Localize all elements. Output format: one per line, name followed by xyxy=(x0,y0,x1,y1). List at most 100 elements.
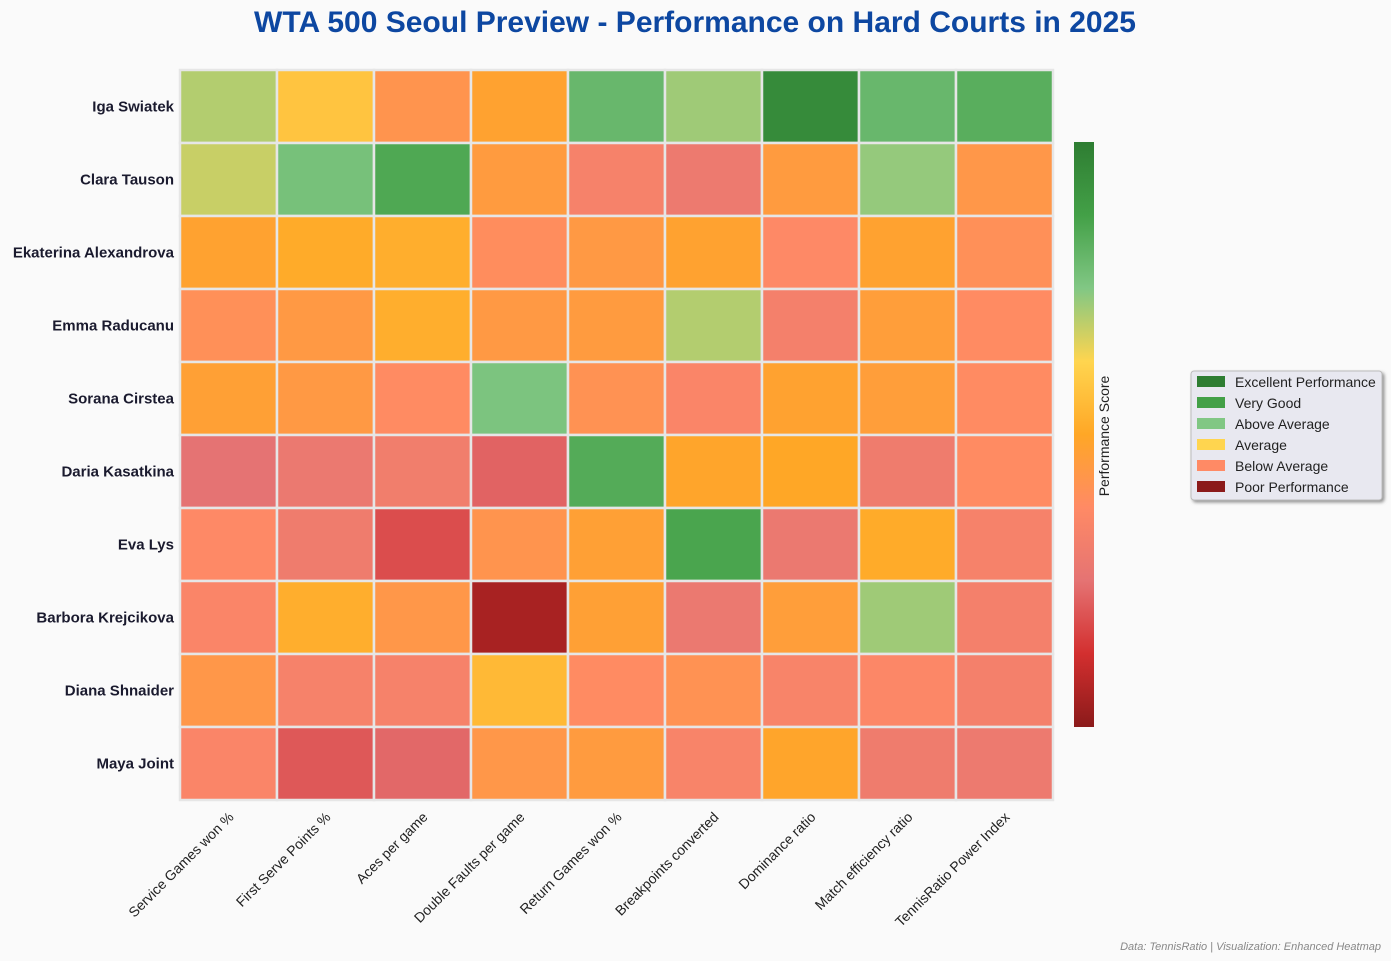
heatmap-cell xyxy=(275,360,376,437)
heatmap-cell xyxy=(663,433,764,510)
heatmap-cell xyxy=(663,360,764,437)
heatmap-cell xyxy=(663,141,764,218)
column-label: Breakpoints converted xyxy=(612,809,722,919)
heatmap-cell xyxy=(857,433,958,510)
heatmap-cell xyxy=(178,433,279,510)
heatmap-cell xyxy=(178,579,279,656)
heatmap-cell xyxy=(760,652,861,729)
heatmap-cell xyxy=(857,360,958,437)
heatmap-cell xyxy=(954,141,1055,218)
heatmap-cell xyxy=(372,214,473,291)
column-label: Match efficiency ratio xyxy=(811,809,915,913)
heatmap-cell xyxy=(954,433,1055,510)
heatmap-cell xyxy=(275,214,376,291)
heatmap-cell xyxy=(178,68,279,145)
heatmap-cell xyxy=(857,579,958,656)
legend-label: Below Average xyxy=(1235,458,1328,474)
heatmap-cell xyxy=(275,506,376,583)
heatmap-cell xyxy=(566,725,667,802)
heatmap-cell xyxy=(178,214,279,291)
legend-label: Poor Performance xyxy=(1235,479,1349,495)
heatmap-cell xyxy=(663,287,764,364)
heatmap-cell xyxy=(469,652,570,729)
heatmap-cell xyxy=(954,652,1055,729)
heatmap-cell xyxy=(372,287,473,364)
legend-label: Average xyxy=(1235,437,1287,453)
heatmap-cell xyxy=(178,725,279,802)
heatmap-cell xyxy=(663,68,764,145)
row-labels: Iga Swiatek Clara Tauson Ekaterina Alexand… xyxy=(13,99,175,773)
legend-swatch xyxy=(1197,460,1225,471)
heatmap-cell xyxy=(178,652,279,729)
heatmap-cell xyxy=(372,725,473,802)
heatmap-cell xyxy=(760,214,861,291)
row-label: Eva Lys xyxy=(118,537,174,554)
heatmap-cell xyxy=(566,141,667,218)
legend-box xyxy=(1190,370,1383,501)
heatmap-cell xyxy=(372,579,473,656)
heatmap-cell xyxy=(178,141,279,218)
column-label: First Serve Points % xyxy=(233,809,334,910)
heatmap-cell xyxy=(760,433,861,510)
heatmap-cell xyxy=(372,652,473,729)
legend-label: Very Good xyxy=(1235,395,1301,411)
heatmap-cell xyxy=(566,68,667,145)
heatmap-cell xyxy=(372,360,473,437)
heatmap-cell xyxy=(566,360,667,437)
heatmap-cell xyxy=(857,214,958,291)
heatmap-cell xyxy=(760,287,861,364)
heatmap-cell xyxy=(760,506,861,583)
heatmap-cell xyxy=(469,141,570,218)
heatmap-cell xyxy=(469,214,570,291)
column-labels: Service Games won %First Serve Points % A… xyxy=(125,809,1012,930)
heatmap-cell xyxy=(372,433,473,510)
footer-credit: Data: TennisRatio | Visualization: Enhan… xyxy=(1120,941,1381,953)
heatmap-cell xyxy=(275,579,376,656)
column-label: Service Games won % xyxy=(125,809,236,920)
heatmap-cell xyxy=(857,68,958,145)
heatmap-cell xyxy=(178,287,279,364)
heatmap-cell xyxy=(954,360,1055,437)
heatmap-cell xyxy=(954,68,1055,145)
row-label: Ekaterina Alexandrova xyxy=(13,245,175,262)
legend-swatch xyxy=(1197,439,1225,450)
row-label: Barbora Krejcikova xyxy=(36,610,174,627)
heatmap-cell xyxy=(275,141,376,218)
row-label: Emma Raducanu xyxy=(52,318,174,335)
heatmap-cell xyxy=(954,214,1055,291)
heatmap-cell xyxy=(566,579,667,656)
heatmap-cell xyxy=(760,725,861,802)
heatmap-cell xyxy=(469,579,570,656)
row-label: Clara Tauson xyxy=(80,172,174,189)
row-label: Iga Swiatek xyxy=(92,99,174,116)
row-label: Diana Shnaider xyxy=(65,683,174,700)
heatmap-cell xyxy=(663,725,764,802)
heatmap-cell xyxy=(469,287,570,364)
heatmap-cell xyxy=(469,68,570,145)
heatmap-cell xyxy=(663,652,764,729)
heatmap-cell xyxy=(663,579,764,656)
chart-title: WTA 500 Seoul Preview - Performance on H… xyxy=(254,6,1136,39)
legend-swatch xyxy=(1197,481,1225,492)
heatmap-cell xyxy=(663,506,764,583)
row-label: Maya Joint xyxy=(96,756,174,773)
heatmap-cell xyxy=(566,652,667,729)
heatmap-cell xyxy=(178,506,279,583)
heatmap-cell xyxy=(954,287,1055,364)
heatmap-cells xyxy=(178,68,1055,802)
heatmap-cell xyxy=(954,506,1055,583)
heatmap-cell xyxy=(857,506,958,583)
column-label: Aces per game xyxy=(353,809,431,887)
column-label: Return Games won % xyxy=(516,809,624,917)
column-label: Double Faults per game xyxy=(411,809,528,926)
column-label: TennisRatio Power Index xyxy=(892,809,1013,930)
heatmap-cell xyxy=(372,506,473,583)
legend-swatch xyxy=(1197,397,1225,408)
legend-label: Above Average xyxy=(1235,416,1330,432)
heatmap-cell xyxy=(372,141,473,218)
heatmap-cell xyxy=(178,360,279,437)
legend-swatch xyxy=(1197,418,1225,429)
heatmap-cell xyxy=(954,579,1055,656)
heatmap-cell xyxy=(469,433,570,510)
